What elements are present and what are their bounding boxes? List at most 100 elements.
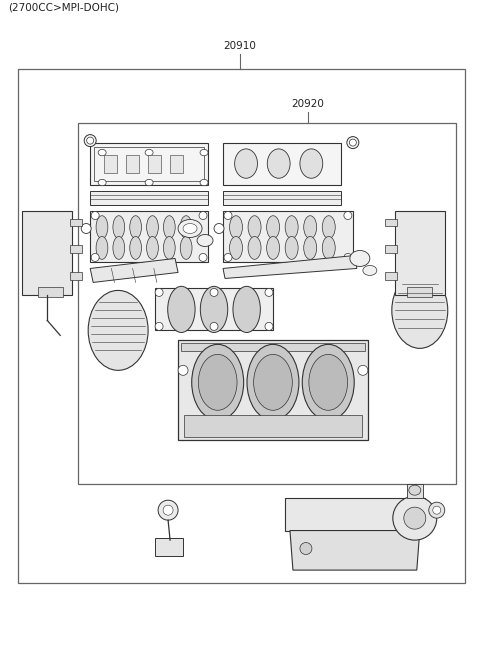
Ellipse shape <box>180 215 192 238</box>
Ellipse shape <box>113 215 125 238</box>
Ellipse shape <box>91 212 99 219</box>
Ellipse shape <box>392 272 448 348</box>
Bar <box>395 210 445 295</box>
Bar <box>70 245 82 253</box>
Bar <box>70 219 82 227</box>
Ellipse shape <box>304 215 317 238</box>
Ellipse shape <box>146 236 158 259</box>
Bar <box>223 191 341 204</box>
Ellipse shape <box>84 135 96 147</box>
Ellipse shape <box>96 236 108 259</box>
Ellipse shape <box>210 322 218 330</box>
Bar <box>90 210 208 263</box>
Bar <box>90 191 208 204</box>
Bar <box>178 341 368 440</box>
Ellipse shape <box>253 354 292 410</box>
Bar <box>78 122 456 484</box>
Ellipse shape <box>197 234 213 246</box>
Ellipse shape <box>350 250 370 267</box>
Ellipse shape <box>265 322 273 330</box>
Ellipse shape <box>200 149 208 156</box>
Ellipse shape <box>229 215 242 238</box>
Bar <box>126 155 139 172</box>
Ellipse shape <box>155 288 163 297</box>
Ellipse shape <box>433 506 441 514</box>
Ellipse shape <box>302 345 354 421</box>
Ellipse shape <box>168 286 195 333</box>
Ellipse shape <box>199 253 207 261</box>
Ellipse shape <box>344 212 352 219</box>
Ellipse shape <box>98 149 106 156</box>
Ellipse shape <box>145 149 153 156</box>
Ellipse shape <box>285 215 298 238</box>
Ellipse shape <box>178 365 188 375</box>
Ellipse shape <box>224 253 232 261</box>
Text: 20920: 20920 <box>291 99 324 109</box>
Ellipse shape <box>300 542 312 555</box>
Text: 20910: 20910 <box>224 41 256 50</box>
Ellipse shape <box>163 215 175 238</box>
Ellipse shape <box>192 345 244 421</box>
Ellipse shape <box>180 236 192 259</box>
Ellipse shape <box>285 236 298 259</box>
Bar <box>104 155 117 172</box>
Ellipse shape <box>363 265 377 276</box>
Bar <box>170 155 183 172</box>
Ellipse shape <box>300 149 323 178</box>
Ellipse shape <box>358 365 368 375</box>
Bar <box>155 538 183 556</box>
Bar <box>90 143 208 185</box>
Bar <box>70 272 82 280</box>
Ellipse shape <box>155 322 163 330</box>
Ellipse shape <box>200 286 228 333</box>
Ellipse shape <box>429 502 445 518</box>
Ellipse shape <box>267 149 290 178</box>
Ellipse shape <box>98 179 106 186</box>
Ellipse shape <box>198 354 237 410</box>
Bar <box>223 210 353 263</box>
Polygon shape <box>223 255 357 278</box>
Ellipse shape <box>145 179 153 186</box>
Ellipse shape <box>224 212 232 219</box>
Ellipse shape <box>96 215 108 238</box>
Bar <box>181 343 365 351</box>
Ellipse shape <box>265 288 273 297</box>
Ellipse shape <box>393 496 437 540</box>
Ellipse shape <box>210 288 218 297</box>
Bar <box>385 245 397 253</box>
Ellipse shape <box>347 137 359 149</box>
Ellipse shape <box>130 215 142 238</box>
Ellipse shape <box>248 236 261 259</box>
Ellipse shape <box>113 236 125 259</box>
Ellipse shape <box>91 253 99 261</box>
Bar <box>385 272 397 280</box>
Bar <box>285 498 425 531</box>
Bar <box>94 147 204 181</box>
Ellipse shape <box>163 505 173 515</box>
Bar <box>184 415 362 438</box>
Ellipse shape <box>235 149 257 178</box>
Bar <box>18 69 465 583</box>
Ellipse shape <box>158 500 178 520</box>
Bar <box>38 288 63 297</box>
Polygon shape <box>90 259 178 282</box>
Ellipse shape <box>130 236 142 259</box>
Ellipse shape <box>309 354 348 410</box>
Ellipse shape <box>199 212 207 219</box>
Ellipse shape <box>88 290 148 370</box>
Bar <box>407 288 432 297</box>
Bar <box>22 210 72 295</box>
Ellipse shape <box>214 223 224 233</box>
Bar <box>223 143 341 185</box>
Ellipse shape <box>81 223 91 233</box>
Ellipse shape <box>322 236 335 259</box>
Ellipse shape <box>304 236 317 259</box>
Ellipse shape <box>344 253 352 261</box>
Polygon shape <box>290 531 420 570</box>
Ellipse shape <box>404 507 426 529</box>
Ellipse shape <box>87 137 94 144</box>
Ellipse shape <box>322 215 335 238</box>
Bar <box>385 219 397 227</box>
Ellipse shape <box>266 215 279 238</box>
Ellipse shape <box>349 139 356 146</box>
